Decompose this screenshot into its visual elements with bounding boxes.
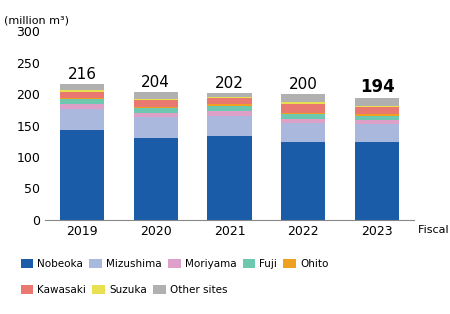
Bar (134, 92, 178, 99)
Bar (355, 120, 399, 124)
Bar (60, 84, 104, 90)
Text: 202: 202 (215, 76, 244, 91)
Bar (281, 142, 325, 220)
Bar (134, 107, 178, 108)
Bar (134, 117, 178, 138)
Bar (207, 116, 252, 136)
Bar (355, 142, 399, 220)
Bar (60, 92, 104, 98)
Bar (60, 130, 104, 220)
Bar (281, 94, 325, 102)
Bar (134, 100, 178, 107)
Bar (281, 104, 325, 113)
Bar (207, 93, 252, 97)
Bar (355, 98, 399, 106)
Bar (281, 102, 325, 104)
Bar (355, 124, 399, 142)
Bar (355, 116, 399, 120)
Text: 200: 200 (289, 77, 318, 92)
Bar (60, 104, 104, 109)
Bar (281, 123, 325, 142)
Bar (281, 119, 325, 123)
Bar (207, 106, 252, 111)
Bar (134, 99, 178, 100)
Text: 194: 194 (360, 78, 395, 96)
Bar (134, 138, 178, 220)
Bar (355, 107, 399, 114)
Bar (134, 108, 178, 113)
Text: 216: 216 (68, 67, 96, 82)
Bar (355, 106, 399, 107)
Bar (207, 97, 252, 98)
Bar (60, 109, 104, 130)
Bar (207, 111, 252, 116)
Bar (60, 98, 104, 99)
Bar (281, 114, 325, 119)
Bar (60, 99, 104, 104)
Bar (60, 90, 104, 92)
Bar (207, 136, 252, 220)
Text: 204: 204 (141, 75, 170, 90)
Text: (million m³): (million m³) (4, 15, 69, 25)
Legend: Kawasaki, Suzuka, Other sites: Kawasaki, Suzuka, Other sites (21, 285, 227, 295)
Bar (281, 113, 325, 114)
Bar (207, 98, 252, 104)
Bar (134, 113, 178, 117)
Bar (207, 104, 252, 106)
Text: Fiscal year: Fiscal year (418, 225, 450, 235)
Bar (355, 114, 399, 116)
